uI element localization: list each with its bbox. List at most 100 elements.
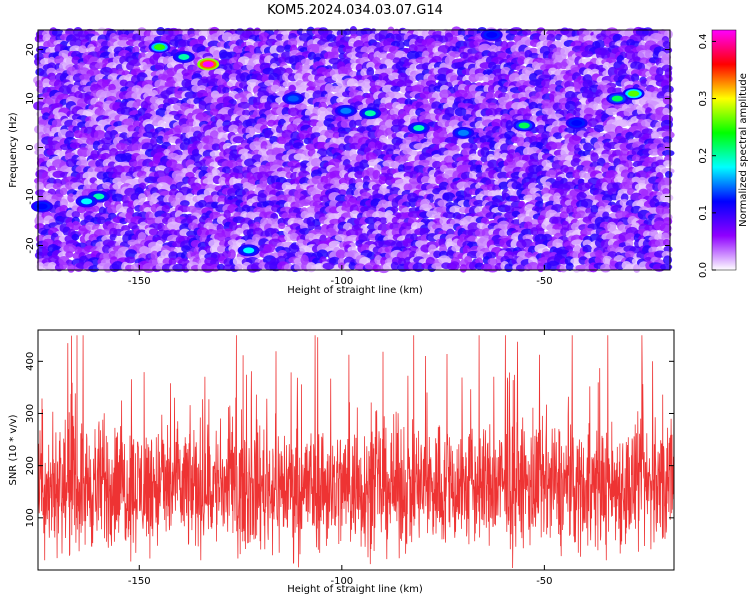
heatmap-peak xyxy=(243,247,255,254)
heatmap-cell xyxy=(234,172,244,180)
heatmap-cell xyxy=(630,73,640,83)
heatmap-cell xyxy=(464,255,473,264)
heatmap-cell xyxy=(659,223,672,233)
heatmap-cell xyxy=(390,85,401,92)
heatmap-cell xyxy=(454,107,467,117)
heatmap-cell xyxy=(605,123,618,134)
heatmap-cell xyxy=(527,262,540,271)
heatmap-cell xyxy=(552,238,564,249)
heatmap-cell xyxy=(498,181,510,190)
y-tick-label: 10 xyxy=(25,92,36,105)
heatmap-cell xyxy=(310,157,322,168)
heatmap-cell xyxy=(439,216,448,226)
heatmap-cell xyxy=(226,159,238,169)
heatmap-cell xyxy=(118,33,129,42)
heatmap-cell xyxy=(390,261,399,271)
heatmap-cell xyxy=(509,195,521,203)
heatmap-cell xyxy=(212,49,221,60)
heatmap-cell xyxy=(292,142,305,149)
heatmap-cell xyxy=(662,239,671,247)
heatmap-cell xyxy=(197,199,207,208)
heatmap-cell xyxy=(393,142,402,152)
heatmap-cell xyxy=(354,170,365,179)
heatmap-cell xyxy=(209,150,222,158)
heatmap-cell xyxy=(47,261,57,272)
heatmap-cell xyxy=(444,223,454,230)
heatmap-cell xyxy=(227,239,239,246)
heatmap-cell xyxy=(357,148,367,157)
heatmap-cell xyxy=(112,183,123,190)
heatmap-cell xyxy=(150,102,159,111)
heatmap-cell xyxy=(336,79,345,87)
heatmap-cell xyxy=(366,67,375,78)
heatmap-cell xyxy=(450,136,459,145)
heatmap-cell xyxy=(409,108,418,117)
heatmap-cell xyxy=(111,261,125,271)
heatmap-peak xyxy=(413,124,425,131)
heatmap-cell xyxy=(59,187,68,196)
heatmap-cell xyxy=(71,233,80,241)
heatmap-cell xyxy=(475,72,485,81)
heatmap-cell xyxy=(570,257,582,265)
heatmap-cell xyxy=(281,129,293,140)
heatmap-cell xyxy=(491,118,503,129)
heatmap-cell xyxy=(276,45,285,53)
heatmap-cell xyxy=(335,249,346,260)
heatmap-cell xyxy=(601,181,610,192)
heatmap-cell xyxy=(513,152,521,163)
heatmap-peak xyxy=(611,95,623,102)
heatmap-cell xyxy=(124,256,136,264)
heatmap-cell xyxy=(148,228,159,236)
heatmap-cell xyxy=(307,221,315,231)
heatmap-cell xyxy=(157,222,165,232)
heatmap-cell xyxy=(234,263,243,271)
heatmap-cell xyxy=(559,61,569,70)
snr-x-axis-label: Height of straight line (km) xyxy=(287,584,423,595)
heatmap-cell xyxy=(228,124,240,134)
heatmap-cell xyxy=(138,221,148,232)
heatmap-cell xyxy=(211,143,221,151)
heatmap-cell xyxy=(92,205,100,213)
spectrogram-x-ticks: -150 -100 -50 xyxy=(128,30,553,287)
heatmap-cell xyxy=(661,85,674,94)
heatmap-cell xyxy=(214,232,226,242)
heatmap-cell xyxy=(304,90,316,100)
chart-title: KOM5.2024.034.03.07.G14 xyxy=(267,3,443,18)
heatmap-cell xyxy=(222,86,230,94)
heatmap-cell xyxy=(572,169,582,180)
heatmap-cell xyxy=(451,245,461,252)
heatmap-cell xyxy=(300,58,312,65)
heatmap-cell xyxy=(329,170,343,180)
heatmap-cell xyxy=(583,142,593,152)
heatmap-cell xyxy=(449,51,461,58)
heatmap-cell xyxy=(445,238,454,249)
heatmap-peak xyxy=(457,129,469,136)
colorbar-tick-label: 0.2 xyxy=(698,148,709,164)
spectrogram-y-axis-label: Frequency (Hz) xyxy=(8,112,19,188)
heatmap-cell xyxy=(565,262,574,272)
heatmap-cell xyxy=(604,131,618,140)
heatmap-cell xyxy=(552,132,563,140)
heatmap-cell xyxy=(661,56,671,66)
heatmap-cell xyxy=(625,239,634,248)
heatmap-cell xyxy=(449,205,462,215)
heatmap-cell xyxy=(111,193,124,203)
heatmap-cell xyxy=(42,78,51,88)
heatmap-cell xyxy=(126,62,135,71)
heatmap-cell xyxy=(262,67,275,75)
heatmap-cell xyxy=(307,74,317,82)
heatmap-cell xyxy=(580,198,594,209)
heatmap-cell xyxy=(246,183,256,191)
heatmap-peak xyxy=(93,193,105,200)
heatmap-cell xyxy=(232,183,245,191)
heatmap-cell xyxy=(636,107,647,116)
heatmap-cell xyxy=(449,261,460,271)
heatmap-cell xyxy=(348,261,357,270)
heatmap-cell xyxy=(633,264,641,273)
heatmap-cell xyxy=(498,220,510,231)
heatmap-cell xyxy=(390,206,399,213)
heatmap-cell xyxy=(330,51,339,60)
heatmap-cell xyxy=(142,131,156,139)
